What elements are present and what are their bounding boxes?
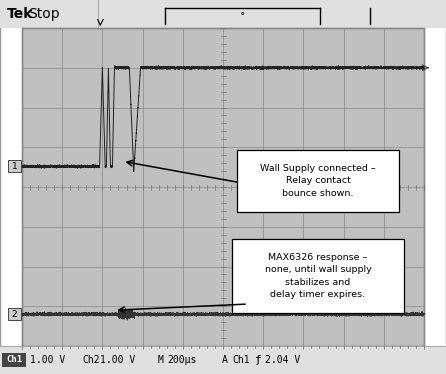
Text: ˳: ˳: [240, 5, 245, 15]
Text: 200μs: 200μs: [167, 355, 196, 365]
Text: Tek: Tek: [7, 7, 33, 21]
Text: Ch2: Ch2: [82, 355, 99, 365]
Text: Ch1: Ch1: [6, 356, 22, 365]
Bar: [0, 346, 446, 374]
Text: A: A: [222, 355, 228, 365]
Text: ƒ: ƒ: [255, 355, 262, 365]
Bar: [2, 353, 26, 367]
Text: Wall Supply connected –
Relay contact
bounce shown.: Wall Supply connected – Relay contact bo…: [260, 164, 376, 197]
FancyBboxPatch shape: [237, 150, 399, 212]
FancyBboxPatch shape: [232, 239, 404, 313]
Text: 1.00 V: 1.00 V: [30, 355, 65, 365]
Bar: [0, 0, 446, 28]
Bar: [8, 160, 21, 172]
Bar: [8, 308, 21, 320]
Text: MAX6326 response –
none, until wall supply
stabilizes and
delay timer expires.: MAX6326 response – none, until wall supp…: [264, 253, 372, 299]
Text: Ch1: Ch1: [232, 355, 250, 365]
Text: Stop: Stop: [28, 7, 60, 21]
Text: 1.00 V: 1.00 V: [100, 355, 135, 365]
Text: M: M: [158, 355, 164, 365]
Text: 2: 2: [12, 310, 17, 319]
Bar: [22, 28, 424, 346]
Text: 1: 1: [12, 162, 17, 171]
Text: 2.04 V: 2.04 V: [265, 355, 300, 365]
